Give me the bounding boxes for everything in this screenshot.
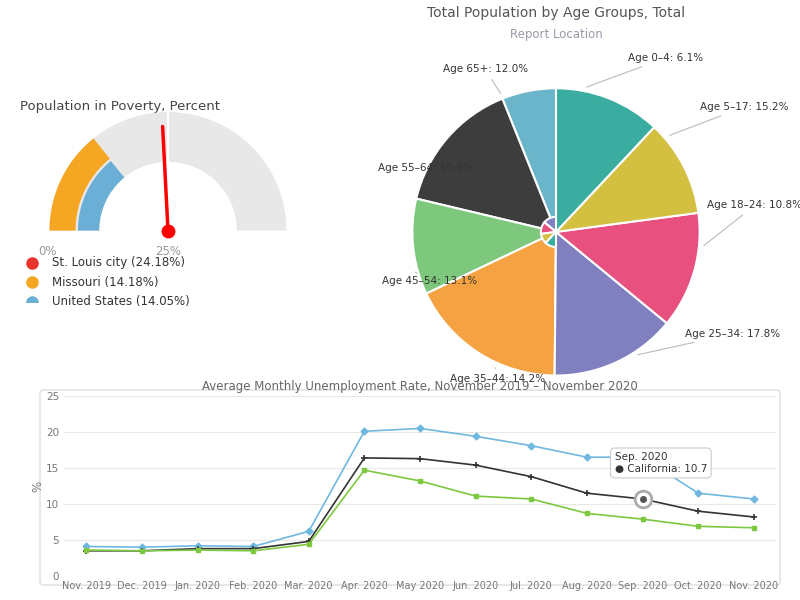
Text: Missouri (14.18%): Missouri (14.18%) [52, 275, 158, 289]
Text: 25%: 25% [155, 245, 181, 258]
Report Location [638, 454, 647, 461]
Report Location [137, 544, 146, 551]
California [304, 538, 314, 545]
Text: Sep. 2020
● California: 10.7: Sep. 2020 ● California: 10.7 [614, 452, 707, 474]
Text: Age 35–44: 14.2%: Age 35–44: 14.2% [450, 367, 546, 385]
Line: United States: United States [84, 468, 756, 553]
California [82, 547, 91, 554]
California [359, 454, 369, 461]
California [193, 545, 202, 552]
Report Location [526, 442, 536, 449]
Polygon shape [50, 139, 110, 230]
United States [82, 547, 91, 554]
Text: Total Population by Age Groups, Total: Total Population by Age Groups, Total [427, 6, 685, 20]
Text: Age 55–64: 10.9%: Age 55–64: 10.9% [378, 163, 474, 173]
United States [694, 523, 703, 530]
California [749, 514, 758, 521]
California [638, 496, 647, 503]
Text: Age 18–24: 10.8%: Age 18–24: 10.8% [704, 200, 800, 245]
Wedge shape [412, 199, 571, 293]
United States [193, 547, 202, 554]
Wedge shape [541, 213, 700, 323]
Title: Average Monthly Unemployment Rate, November 2019 – November 2020: Average Monthly Unemployment Rate, Novem… [202, 380, 638, 394]
Line: California: California [82, 454, 758, 554]
Wedge shape [544, 217, 667, 376]
Text: Age 45–54: 13.1%: Age 45–54: 13.1% [382, 272, 478, 286]
California [694, 508, 703, 515]
Text: Age 65+: 12.0%: Age 65+: 12.0% [442, 64, 528, 94]
United States [304, 541, 314, 548]
Wedge shape [546, 88, 654, 247]
California [526, 473, 536, 480]
United States [749, 524, 758, 532]
Wedge shape [416, 98, 570, 246]
Polygon shape [50, 112, 286, 230]
United States [248, 547, 258, 554]
Report Location [248, 543, 258, 550]
Line: Report Location: Report Location [84, 426, 756, 550]
Text: 0%: 0% [38, 245, 56, 258]
California [137, 547, 146, 554]
California [415, 455, 425, 462]
Wedge shape [426, 217, 570, 376]
Report Location [359, 428, 369, 435]
Report Location [415, 425, 425, 432]
United States [137, 547, 146, 554]
United States [526, 496, 536, 503]
United States [359, 467, 369, 474]
California [248, 545, 258, 552]
Report Location [193, 542, 202, 550]
Report Location [582, 454, 592, 461]
United States [582, 510, 592, 517]
Text: Population in Poverty, Percent: Population in Poverty, Percent [20, 100, 220, 113]
United States [638, 515, 647, 523]
Report Location [694, 490, 703, 497]
Y-axis label: %: % [31, 481, 45, 491]
Wedge shape [541, 127, 698, 243]
Wedge shape [502, 88, 562, 247]
California [471, 461, 481, 469]
Text: Age 5–17: 15.2%: Age 5–17: 15.2% [670, 102, 788, 136]
Text: Report Location: Report Location [510, 28, 602, 41]
Report Location [82, 543, 91, 550]
Text: United States (14.05%): United States (14.05%) [52, 295, 190, 308]
Text: St. Louis city (24.18%): St. Louis city (24.18%) [52, 256, 185, 269]
Polygon shape [78, 161, 124, 230]
California [582, 490, 592, 497]
Report Location [304, 528, 314, 535]
United States [415, 478, 425, 485]
Report Location [749, 496, 758, 503]
Text: Age 25–34: 17.8%: Age 25–34: 17.8% [638, 329, 780, 355]
Text: Age 0–4: 6.1%: Age 0–4: 6.1% [586, 53, 703, 87]
United States [471, 493, 481, 500]
Report Location [471, 433, 481, 440]
